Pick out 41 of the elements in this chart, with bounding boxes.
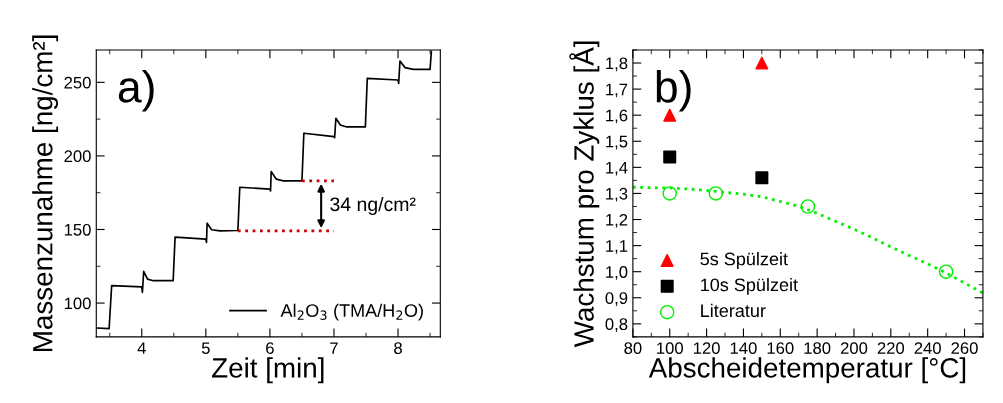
x-tick-label: 200 bbox=[840, 342, 868, 355]
x-tick-label: 6 bbox=[266, 342, 274, 355]
x-axis-title: Abscheidetemperatur [°C] bbox=[648, 357, 966, 384]
x-axis-title: Zeit [min] bbox=[212, 357, 324, 384]
y-tick-label: 1,3 bbox=[606, 187, 628, 202]
x-tick-label: 240 bbox=[914, 342, 941, 355]
y-tick-label: 100 bbox=[64, 297, 91, 310]
y-tick-label: 1,2 bbox=[606, 213, 628, 228]
x-tick-label: 8 bbox=[394, 342, 402, 355]
x-tick-label: 80 bbox=[624, 342, 642, 355]
y-axis-title: Wachstum pro Zyklus [Å] bbox=[569, 41, 600, 348]
x-tick-label: 140 bbox=[730, 342, 757, 355]
y-tick-label: 1,5 bbox=[606, 135, 628, 150]
legend-label: 10s Spülzeit bbox=[701, 277, 798, 295]
annotation: a) bbox=[118, 70, 154, 112]
annotation: b) bbox=[656, 70, 691, 112]
y-tick-label: 1,1 bbox=[606, 240, 628, 254]
x-tick-label: 120 bbox=[693, 342, 720, 355]
x-tick-label: 220 bbox=[877, 342, 905, 355]
y-tick-label: 1,6 bbox=[606, 109, 628, 124]
x-tick-label: 4 bbox=[137, 342, 146, 354]
y-tick-label: 0,8 bbox=[605, 318, 628, 333]
annotation: 34 ng/cm² bbox=[330, 196, 416, 216]
x-tick-label: 5 bbox=[201, 342, 210, 355]
y-tick-label: 150 bbox=[64, 223, 91, 236]
y-tick-label: 250 bbox=[64, 76, 91, 89]
y-tick-label: 0,9 bbox=[605, 292, 628, 306]
y-tick-label: 1,8 bbox=[606, 57, 628, 72]
x-tick-label: 260 bbox=[951, 342, 978, 355]
legend-label: Literatur bbox=[701, 303, 766, 318]
y-axis-title: Massenzunahme [ng/cm²] bbox=[32, 35, 59, 351]
x-tick-label: 7 bbox=[330, 342, 338, 354]
legend-label: Al$_{2}$O$_{3}$ (TMA/H$_{2}$O) bbox=[280, 303, 423, 321]
x-tick-label: 160 bbox=[767, 342, 794, 355]
x-tick-label: 180 bbox=[804, 342, 831, 355]
x-tick-label: 100 bbox=[657, 342, 683, 355]
y-tick-label: 1,7 bbox=[606, 83, 628, 98]
legend-label: 5s Spülzeit bbox=[700, 252, 788, 269]
y-tick-label: 1,0 bbox=[606, 266, 628, 280]
y-tick-label: 200 bbox=[64, 150, 91, 163]
y-tick-label: 1,4 bbox=[606, 161, 628, 176]
